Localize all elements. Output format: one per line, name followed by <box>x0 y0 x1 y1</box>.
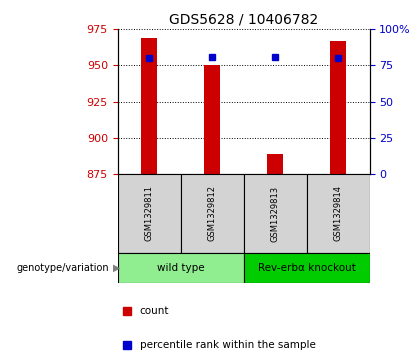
Text: Rev-erbα knockout: Rev-erbα knockout <box>257 263 356 273</box>
Text: GSM1329812: GSM1329812 <box>207 185 217 241</box>
Title: GDS5628 / 10406782: GDS5628 / 10406782 <box>169 12 318 26</box>
Text: count: count <box>139 306 169 316</box>
Bar <box>141 38 157 174</box>
Bar <box>118 174 181 253</box>
Bar <box>307 174 370 253</box>
Text: GSM1329813: GSM1329813 <box>270 185 280 241</box>
Text: GSM1329811: GSM1329811 <box>144 185 154 241</box>
Bar <box>244 253 370 283</box>
Bar <box>244 174 307 253</box>
Bar <box>204 65 220 174</box>
Bar <box>330 41 346 174</box>
Bar <box>267 154 283 174</box>
Bar <box>181 174 244 253</box>
Text: wild type: wild type <box>157 263 205 273</box>
Bar <box>118 253 244 283</box>
Text: genotype/variation: genotype/variation <box>16 263 109 273</box>
Text: GSM1329814: GSM1329814 <box>333 185 343 241</box>
Text: ▶: ▶ <box>113 263 121 273</box>
Text: percentile rank within the sample: percentile rank within the sample <box>139 340 315 350</box>
